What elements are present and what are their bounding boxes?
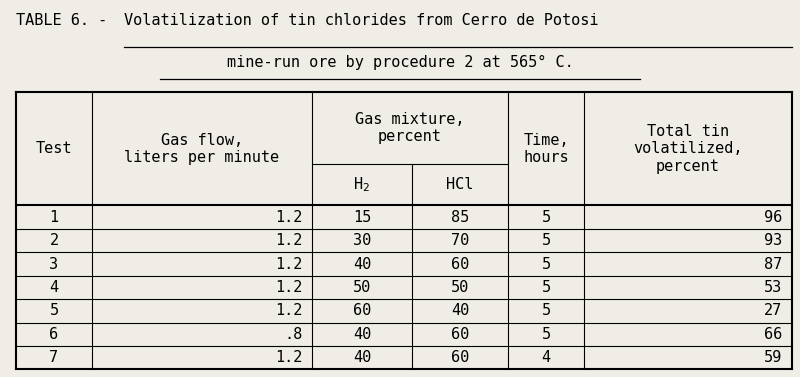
Text: Time,
hours: Time, hours [523, 133, 569, 165]
Text: 70: 70 [451, 233, 469, 248]
Text: 50: 50 [451, 280, 469, 295]
Text: 40: 40 [451, 303, 469, 319]
Text: 40: 40 [353, 256, 371, 271]
Text: 7: 7 [50, 350, 58, 365]
Text: 5: 5 [542, 327, 550, 342]
Text: 4: 4 [50, 280, 58, 295]
Text: TABLE 6. -: TABLE 6. - [16, 13, 116, 28]
Text: 96: 96 [764, 210, 782, 225]
Text: 1.2: 1.2 [275, 210, 302, 225]
Text: 60: 60 [451, 256, 469, 271]
Text: 59: 59 [764, 350, 782, 365]
Text: HCl: HCl [446, 177, 474, 192]
Text: 53: 53 [764, 280, 782, 295]
Text: 5: 5 [542, 303, 550, 319]
Text: 50: 50 [353, 280, 371, 295]
Text: 1.2: 1.2 [275, 350, 302, 365]
Text: 1.2: 1.2 [275, 303, 302, 319]
Text: Gas mixture,
percent: Gas mixture, percent [355, 112, 465, 144]
Text: 2: 2 [50, 233, 58, 248]
Text: 93: 93 [764, 233, 782, 248]
Text: 15: 15 [353, 210, 371, 225]
Text: 5: 5 [542, 280, 550, 295]
Text: Volatilization of tin chlorides from Cerro de Potosi: Volatilization of tin chlorides from Cer… [124, 13, 598, 28]
Text: H$_2$: H$_2$ [354, 175, 370, 194]
Text: 27: 27 [764, 303, 782, 319]
Text: 85: 85 [451, 210, 469, 225]
Text: 5: 5 [542, 256, 550, 271]
Text: 66: 66 [764, 327, 782, 342]
Text: 3: 3 [50, 256, 58, 271]
Text: 60: 60 [451, 327, 469, 342]
Text: 1.2: 1.2 [275, 280, 302, 295]
Text: Total tin
volatilized,
percent: Total tin volatilized, percent [634, 124, 742, 174]
Text: Gas flow,
liters per minute: Gas flow, liters per minute [125, 133, 279, 165]
Text: 5: 5 [542, 233, 550, 248]
Text: 5: 5 [542, 210, 550, 225]
Text: 60: 60 [353, 303, 371, 319]
Text: mine-run ore by procedure 2 at 565° C.: mine-run ore by procedure 2 at 565° C. [226, 55, 574, 70]
Text: Test: Test [36, 141, 72, 156]
Text: 6: 6 [50, 327, 58, 342]
Text: 40: 40 [353, 327, 371, 342]
Text: 1.2: 1.2 [275, 256, 302, 271]
Text: 40: 40 [353, 350, 371, 365]
Text: 30: 30 [353, 233, 371, 248]
Text: 1.2: 1.2 [275, 233, 302, 248]
Text: .8: .8 [284, 327, 302, 342]
Text: 87: 87 [764, 256, 782, 271]
Text: 5: 5 [50, 303, 58, 319]
Text: 60: 60 [451, 350, 469, 365]
Text: 4: 4 [542, 350, 550, 365]
Text: 1: 1 [50, 210, 58, 225]
